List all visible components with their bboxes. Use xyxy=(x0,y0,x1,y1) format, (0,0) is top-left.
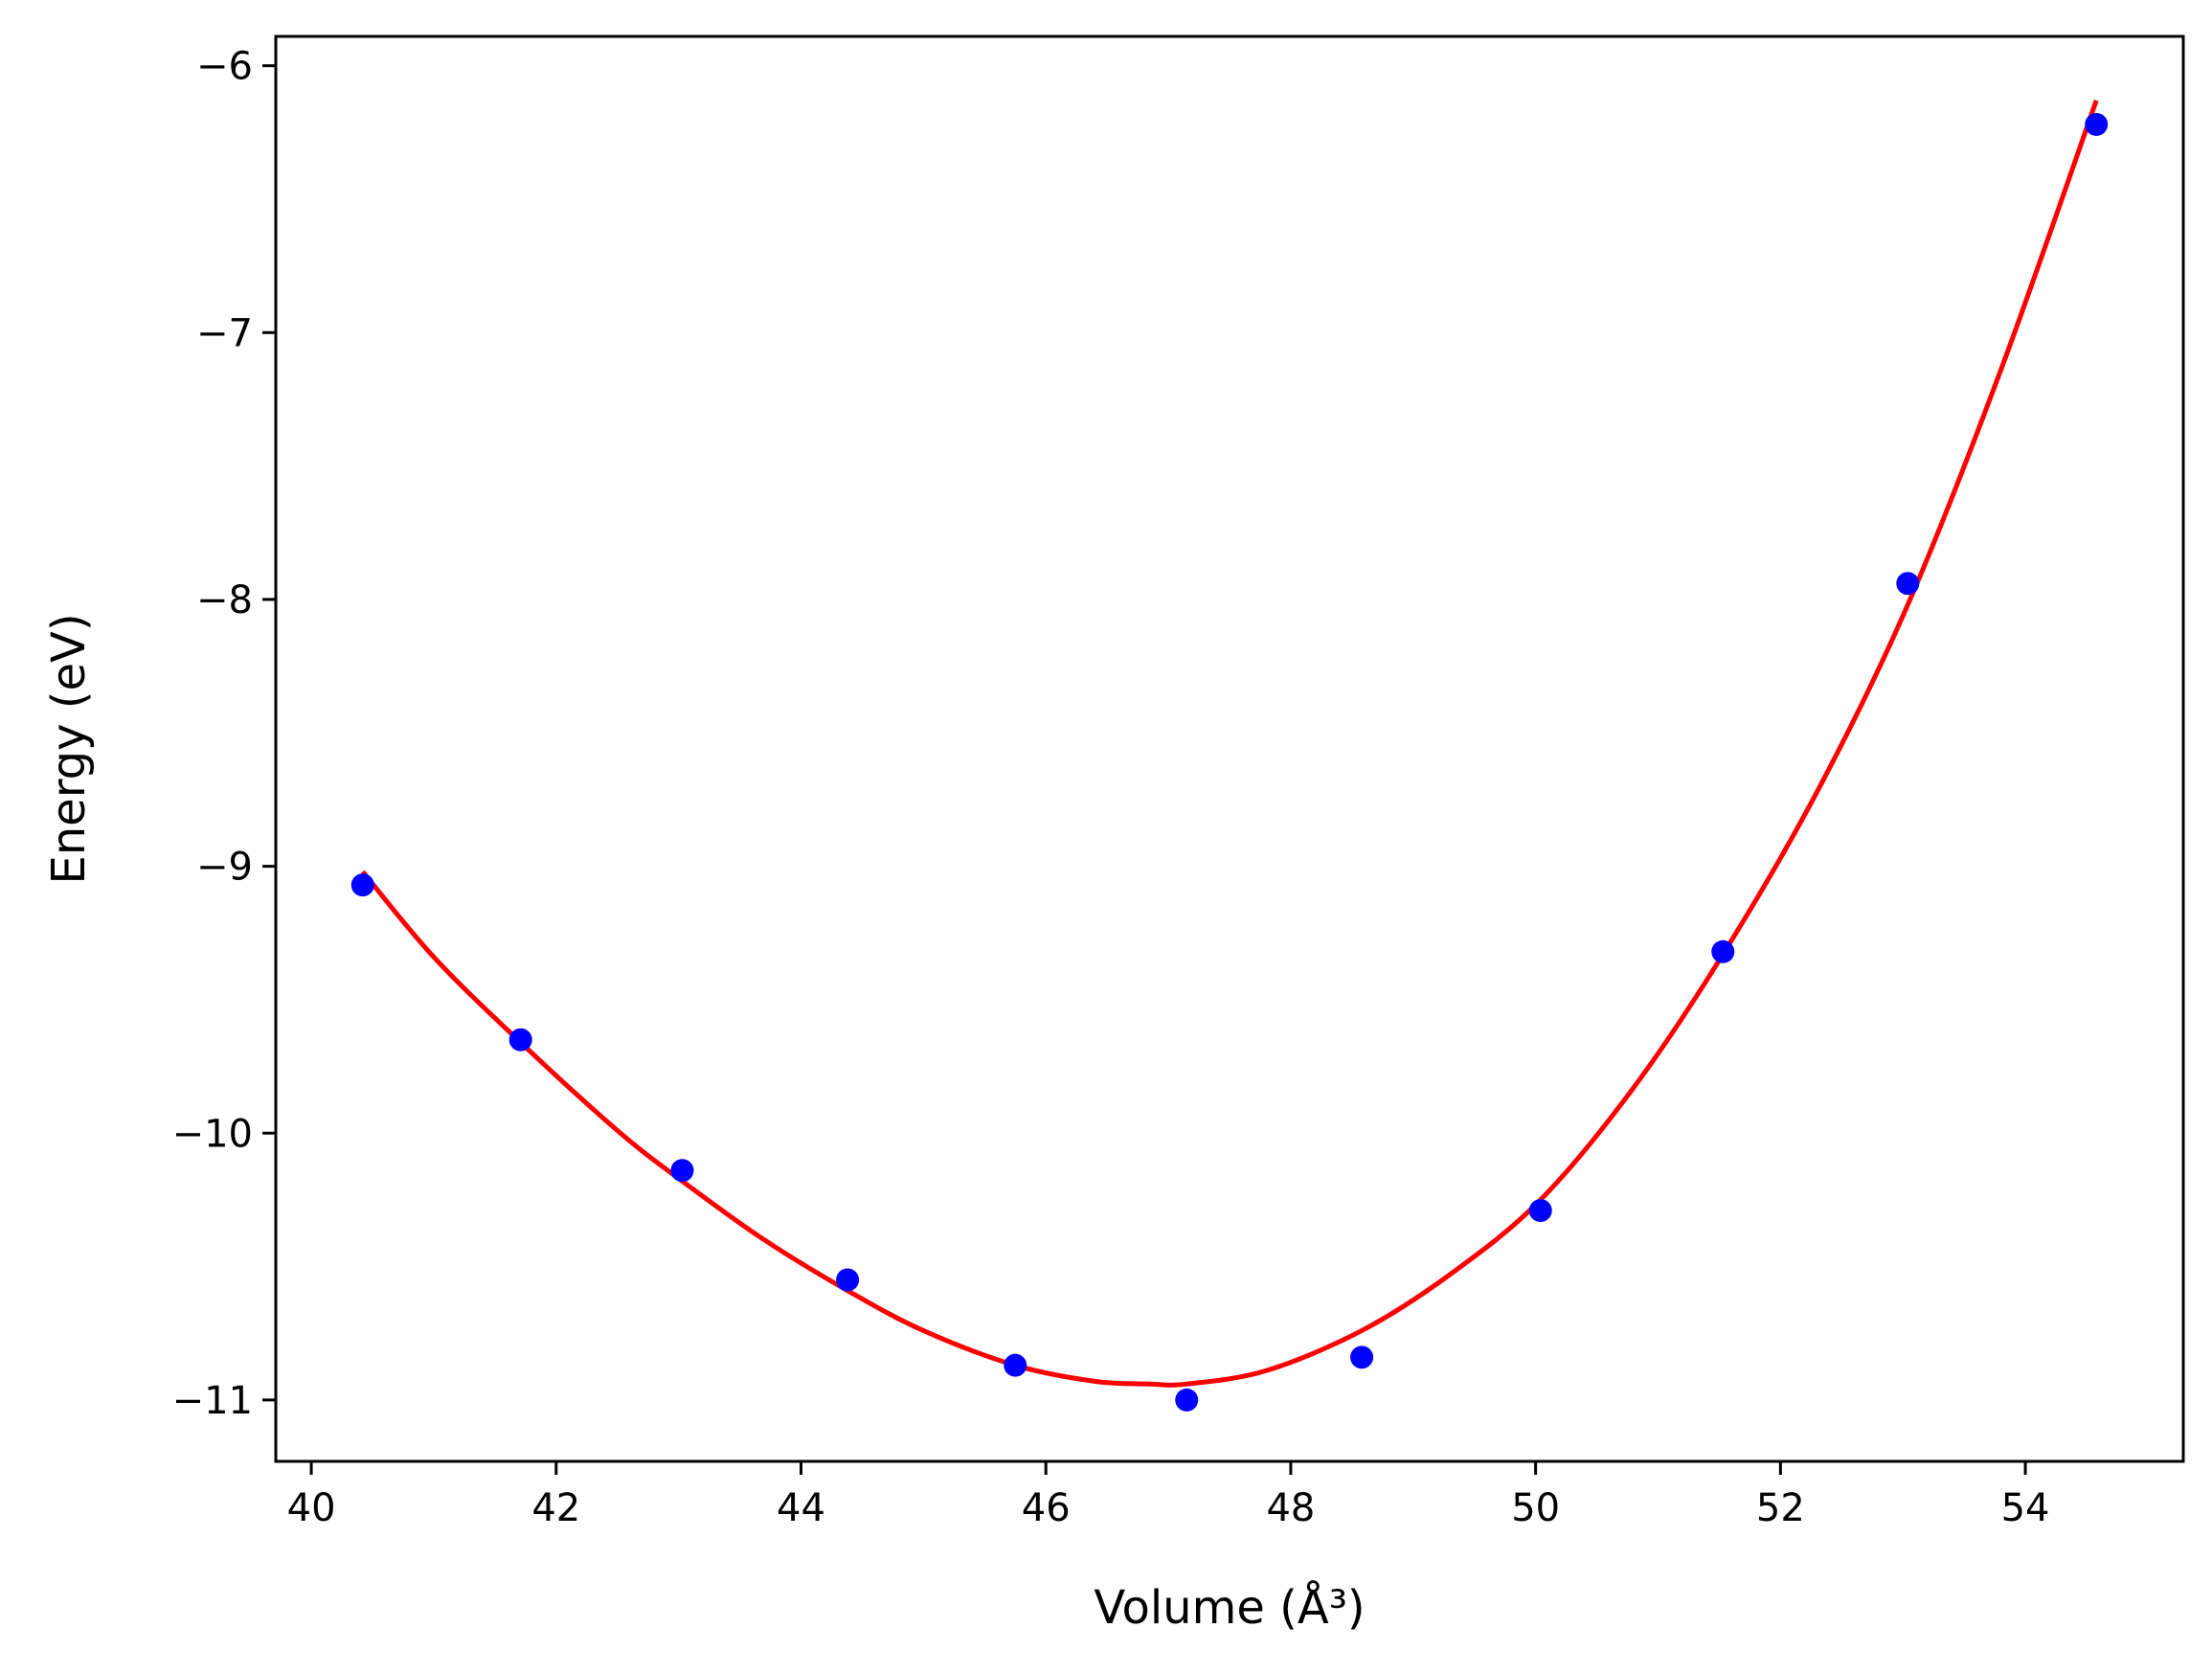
data-point xyxy=(2085,112,2109,136)
data-point xyxy=(836,1268,860,1292)
plot-frame xyxy=(274,34,2185,1463)
x-axis-label: Volume (Å³) xyxy=(1094,1580,1365,1635)
data-point xyxy=(670,1159,694,1183)
data-point xyxy=(1175,1388,1199,1412)
y-axis-ticks: −6 −7 −8 −9 −10 −11 xyxy=(172,45,276,1423)
data-point xyxy=(1711,939,1735,963)
y-tick-label: −7 xyxy=(196,311,253,355)
x-tick-label: 54 xyxy=(2001,1486,2050,1530)
x-tick-label: 46 xyxy=(1022,1486,1071,1530)
y-tick-label: −8 xyxy=(196,578,253,622)
plot-background xyxy=(276,36,2183,1461)
fit-curve-layer xyxy=(360,100,2099,1388)
data-point xyxy=(1350,1345,1374,1369)
data-point xyxy=(350,873,374,897)
data-points-layer xyxy=(350,112,2109,1412)
data-point xyxy=(1528,1199,1552,1223)
x-tick-label: 52 xyxy=(1756,1486,1805,1530)
y-axis-label: Energy (eV) xyxy=(42,613,96,884)
y-tick-label: −6 xyxy=(196,45,253,89)
data-point xyxy=(1896,572,1920,596)
x-tick-label: 50 xyxy=(1511,1486,1560,1530)
x-tick-label: 48 xyxy=(1266,1486,1315,1530)
x-tick-label: 40 xyxy=(287,1486,336,1530)
x-axis-ticks: 40 42 44 46 48 50 52 54 xyxy=(287,1461,2050,1530)
data-point xyxy=(508,1028,532,1051)
data-point xyxy=(1004,1353,1027,1377)
y-tick-label: −10 xyxy=(172,1112,253,1156)
x-tick-label: 44 xyxy=(777,1486,825,1530)
y-tick-label: −9 xyxy=(196,846,253,890)
fit-curve xyxy=(360,100,2099,1388)
x-tick-label: 42 xyxy=(531,1486,580,1530)
y-tick-label: −11 xyxy=(172,1379,253,1423)
